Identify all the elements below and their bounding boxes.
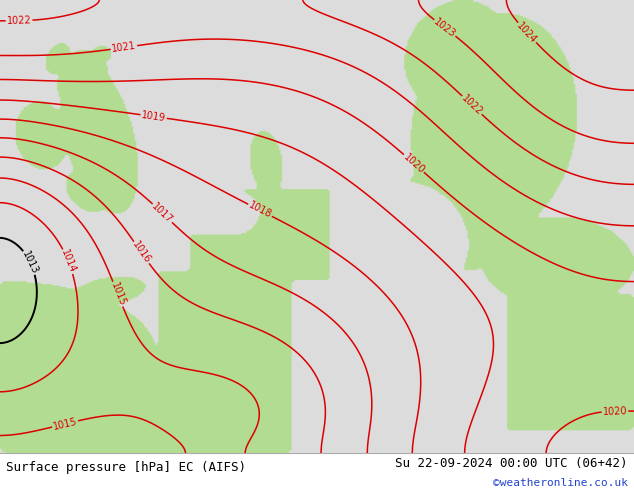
- Text: 1024: 1024: [515, 20, 539, 45]
- Text: 1016: 1016: [131, 240, 153, 266]
- Text: 1022: 1022: [460, 93, 484, 117]
- Text: Su 22-09-2024 00:00 UTC (06+42): Su 22-09-2024 00:00 UTC (06+42): [395, 457, 628, 470]
- Text: 1015: 1015: [108, 281, 127, 307]
- Text: 1013: 1013: [20, 249, 40, 275]
- Text: 1022: 1022: [6, 15, 32, 26]
- Text: 1018: 1018: [247, 200, 273, 220]
- Text: ©weatheronline.co.uk: ©weatheronline.co.uk: [493, 478, 628, 489]
- Text: Surface pressure [hPa] EC (AIFS): Surface pressure [hPa] EC (AIFS): [6, 462, 247, 474]
- Text: 1023: 1023: [432, 17, 458, 39]
- Text: 1019: 1019: [141, 110, 167, 123]
- Text: 1021: 1021: [111, 41, 137, 54]
- Text: 1020: 1020: [401, 151, 427, 175]
- Text: 1017: 1017: [150, 201, 175, 225]
- Text: 1014: 1014: [59, 248, 77, 275]
- Text: 1015: 1015: [52, 416, 78, 432]
- Text: 1020: 1020: [602, 406, 628, 416]
